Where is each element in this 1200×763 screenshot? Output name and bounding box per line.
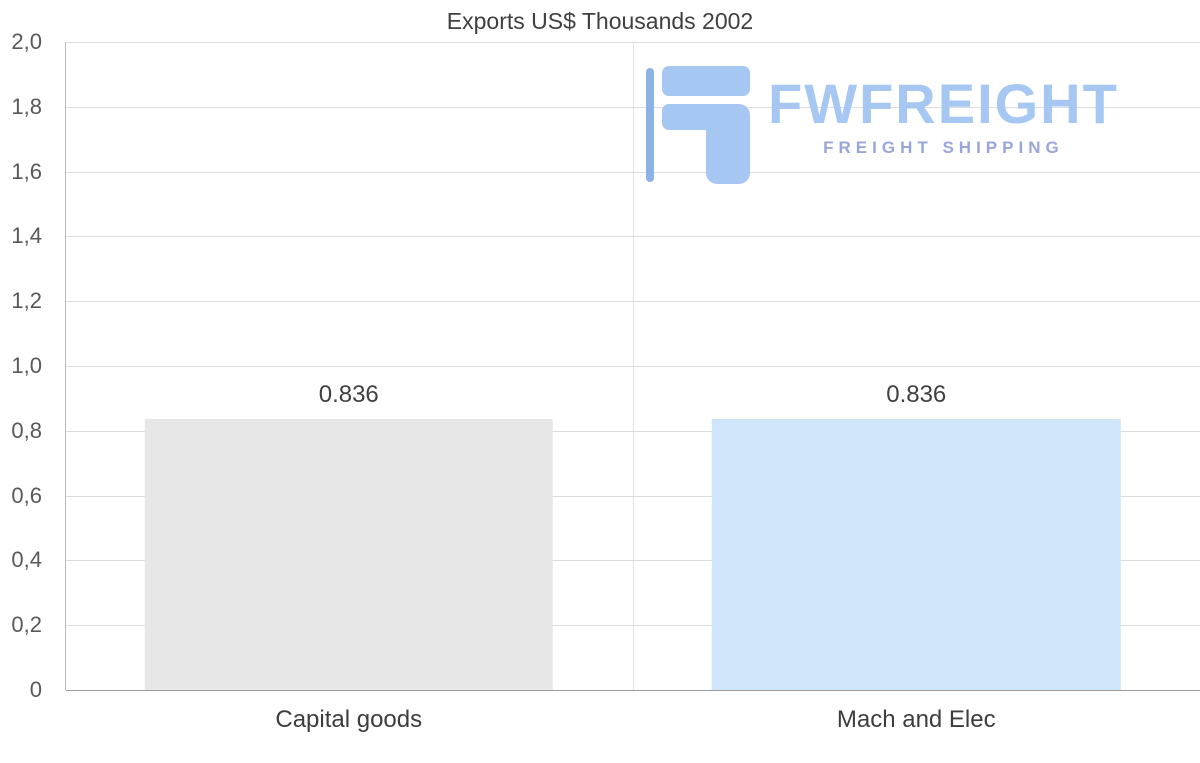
gridline xyxy=(66,42,1200,43)
y-tick-label: 0,6 xyxy=(11,482,42,508)
y-tick-label: 1,6 xyxy=(11,158,42,184)
x-axis-label-capital-goods: Capital goods xyxy=(275,706,423,733)
y-tick-label: 0,8 xyxy=(11,417,42,443)
gridline xyxy=(66,560,1200,562)
bar-series: 0.836 0.836 xyxy=(65,42,1200,690)
fwfreight-logo-icon xyxy=(646,66,750,186)
y-tick-label: 1,0 xyxy=(11,353,42,378)
y-tick-label: 2,0 xyxy=(11,29,42,54)
gridline xyxy=(66,366,1200,367)
y-tick-label: 1,2 xyxy=(11,288,42,314)
gridline xyxy=(66,301,1200,303)
x-axis-labels: Capital goods Mach and Elec xyxy=(65,706,1200,734)
bar-mach-and-elec xyxy=(711,419,1121,690)
logo-text-block: FWFREIGHT FREIGHT SHIPPING xyxy=(768,66,1119,158)
bar-value-label: 0.836 xyxy=(318,381,379,409)
y-tick-label: 0,4 xyxy=(11,547,42,573)
logo-brand-text: FWFREIGHT xyxy=(768,72,1119,135)
gridline xyxy=(66,495,1200,497)
gridline xyxy=(66,236,1200,238)
logo-tagline-text: FREIGHT SHIPPING xyxy=(823,138,1064,157)
x-axis-label-mach-and-elec: Mach and Elec xyxy=(836,706,996,733)
plot-area xyxy=(65,42,1200,691)
bar-group-mach-and-elec: 0.836 xyxy=(633,42,1200,690)
gridline xyxy=(66,625,1200,627)
bar-capital-goods xyxy=(144,419,554,690)
y-tick-label: 0 xyxy=(29,677,42,702)
gridline xyxy=(66,106,1200,108)
y-tick-label: 0,2 xyxy=(11,612,42,638)
bar-value-label: 0.836 xyxy=(886,381,947,409)
x-axis-baseline xyxy=(66,690,1200,691)
y-tick-label: 1,8 xyxy=(11,93,42,119)
bar-group-capital-goods: 0.836 xyxy=(65,42,633,690)
chart-title: Exports US$ Thousands 2002 xyxy=(446,8,754,34)
gridline xyxy=(66,430,1200,432)
watermark-logo: FWFREIGHT FREIGHT SHIPPING xyxy=(646,66,1119,186)
y-tick-label: 1,4 xyxy=(11,223,42,249)
y-axis-tick-labels: 2,0 1,8 1,6 1,4 1,2 1,0 0,8 0,6 0,4 0,2 0 xyxy=(0,29,42,702)
gridline xyxy=(66,171,1200,173)
